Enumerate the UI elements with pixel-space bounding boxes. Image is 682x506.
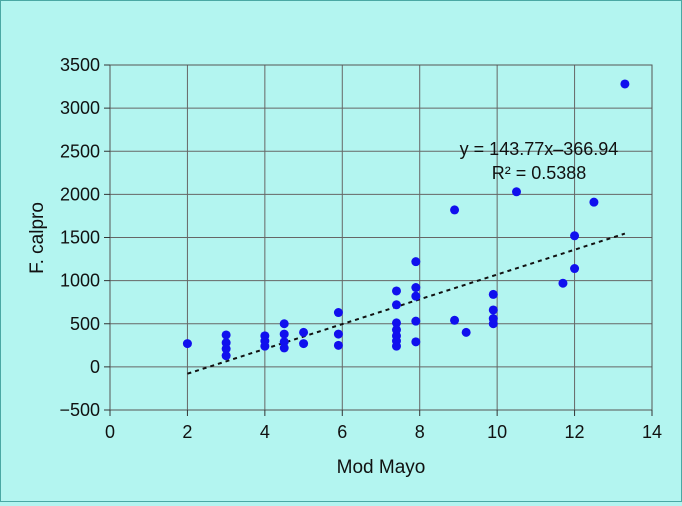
y-axis-title: F. calpro xyxy=(27,202,48,274)
data-point xyxy=(391,300,401,310)
data-point xyxy=(299,339,309,349)
x-tick-label: 12 xyxy=(565,422,585,442)
y-tick-label: 500 xyxy=(70,314,100,334)
x-axis-title: Mod Mayo xyxy=(337,457,426,478)
x-tick-label: 4 xyxy=(260,422,270,442)
y-tick-label: 0 xyxy=(90,357,100,377)
data-point xyxy=(221,330,231,340)
data-point xyxy=(411,337,421,347)
data-point xyxy=(570,264,580,274)
y-tick-label: 1500 xyxy=(60,228,100,248)
data-point xyxy=(488,305,498,315)
data-point xyxy=(570,231,580,241)
data-point xyxy=(391,341,401,351)
data-point xyxy=(461,327,471,337)
data-point xyxy=(488,289,498,299)
data-point xyxy=(221,344,231,354)
data-point xyxy=(558,278,568,288)
data-point xyxy=(299,327,309,337)
data-point xyxy=(221,351,231,361)
data-point xyxy=(411,316,421,326)
data-point xyxy=(620,79,630,89)
data-point xyxy=(333,340,343,350)
data-point xyxy=(333,329,343,339)
y-tick-label: 2000 xyxy=(60,184,100,204)
data-point xyxy=(391,286,401,296)
data-point xyxy=(488,319,498,329)
x-tick-label: 0 xyxy=(105,422,115,442)
data-points xyxy=(182,79,630,361)
x-tick-label: 14 xyxy=(642,422,662,442)
data-point xyxy=(260,341,270,351)
data-point xyxy=(279,319,289,329)
x-tick-label: 6 xyxy=(337,422,347,442)
trendline xyxy=(187,232,626,375)
x-tick-label: 2 xyxy=(182,422,192,442)
x-tick-label: 8 xyxy=(415,422,425,442)
data-point xyxy=(411,283,421,293)
data-point xyxy=(333,308,343,318)
trendline-equation: y = 143.77x–366.94 xyxy=(460,139,619,159)
data-point xyxy=(391,318,401,328)
y-tick-label: 3500 xyxy=(60,55,100,75)
y-tick-label: −500 xyxy=(59,400,100,420)
y-tick-label: 1000 xyxy=(60,271,100,291)
data-point xyxy=(589,197,599,207)
x-axis-ticks: 0 2 4 6 8 10 12 14 xyxy=(105,410,662,442)
x-tick-label: 10 xyxy=(487,422,507,442)
data-point xyxy=(411,291,421,301)
data-point xyxy=(512,187,521,197)
y-tick-label: 2500 xyxy=(60,141,100,161)
data-point xyxy=(450,205,460,215)
data-point xyxy=(450,315,460,325)
data-point xyxy=(411,257,421,267)
data-point xyxy=(279,343,289,353)
r-squared-label: R² = 0.5388 xyxy=(492,163,587,183)
data-point xyxy=(279,329,289,339)
data-point xyxy=(182,339,192,349)
y-tick-label: 3000 xyxy=(60,98,100,118)
y-axis-ticks: −500 0 500 1000 1500 2000 2500 3000 3500 xyxy=(59,55,110,420)
trendline-group xyxy=(187,232,626,375)
